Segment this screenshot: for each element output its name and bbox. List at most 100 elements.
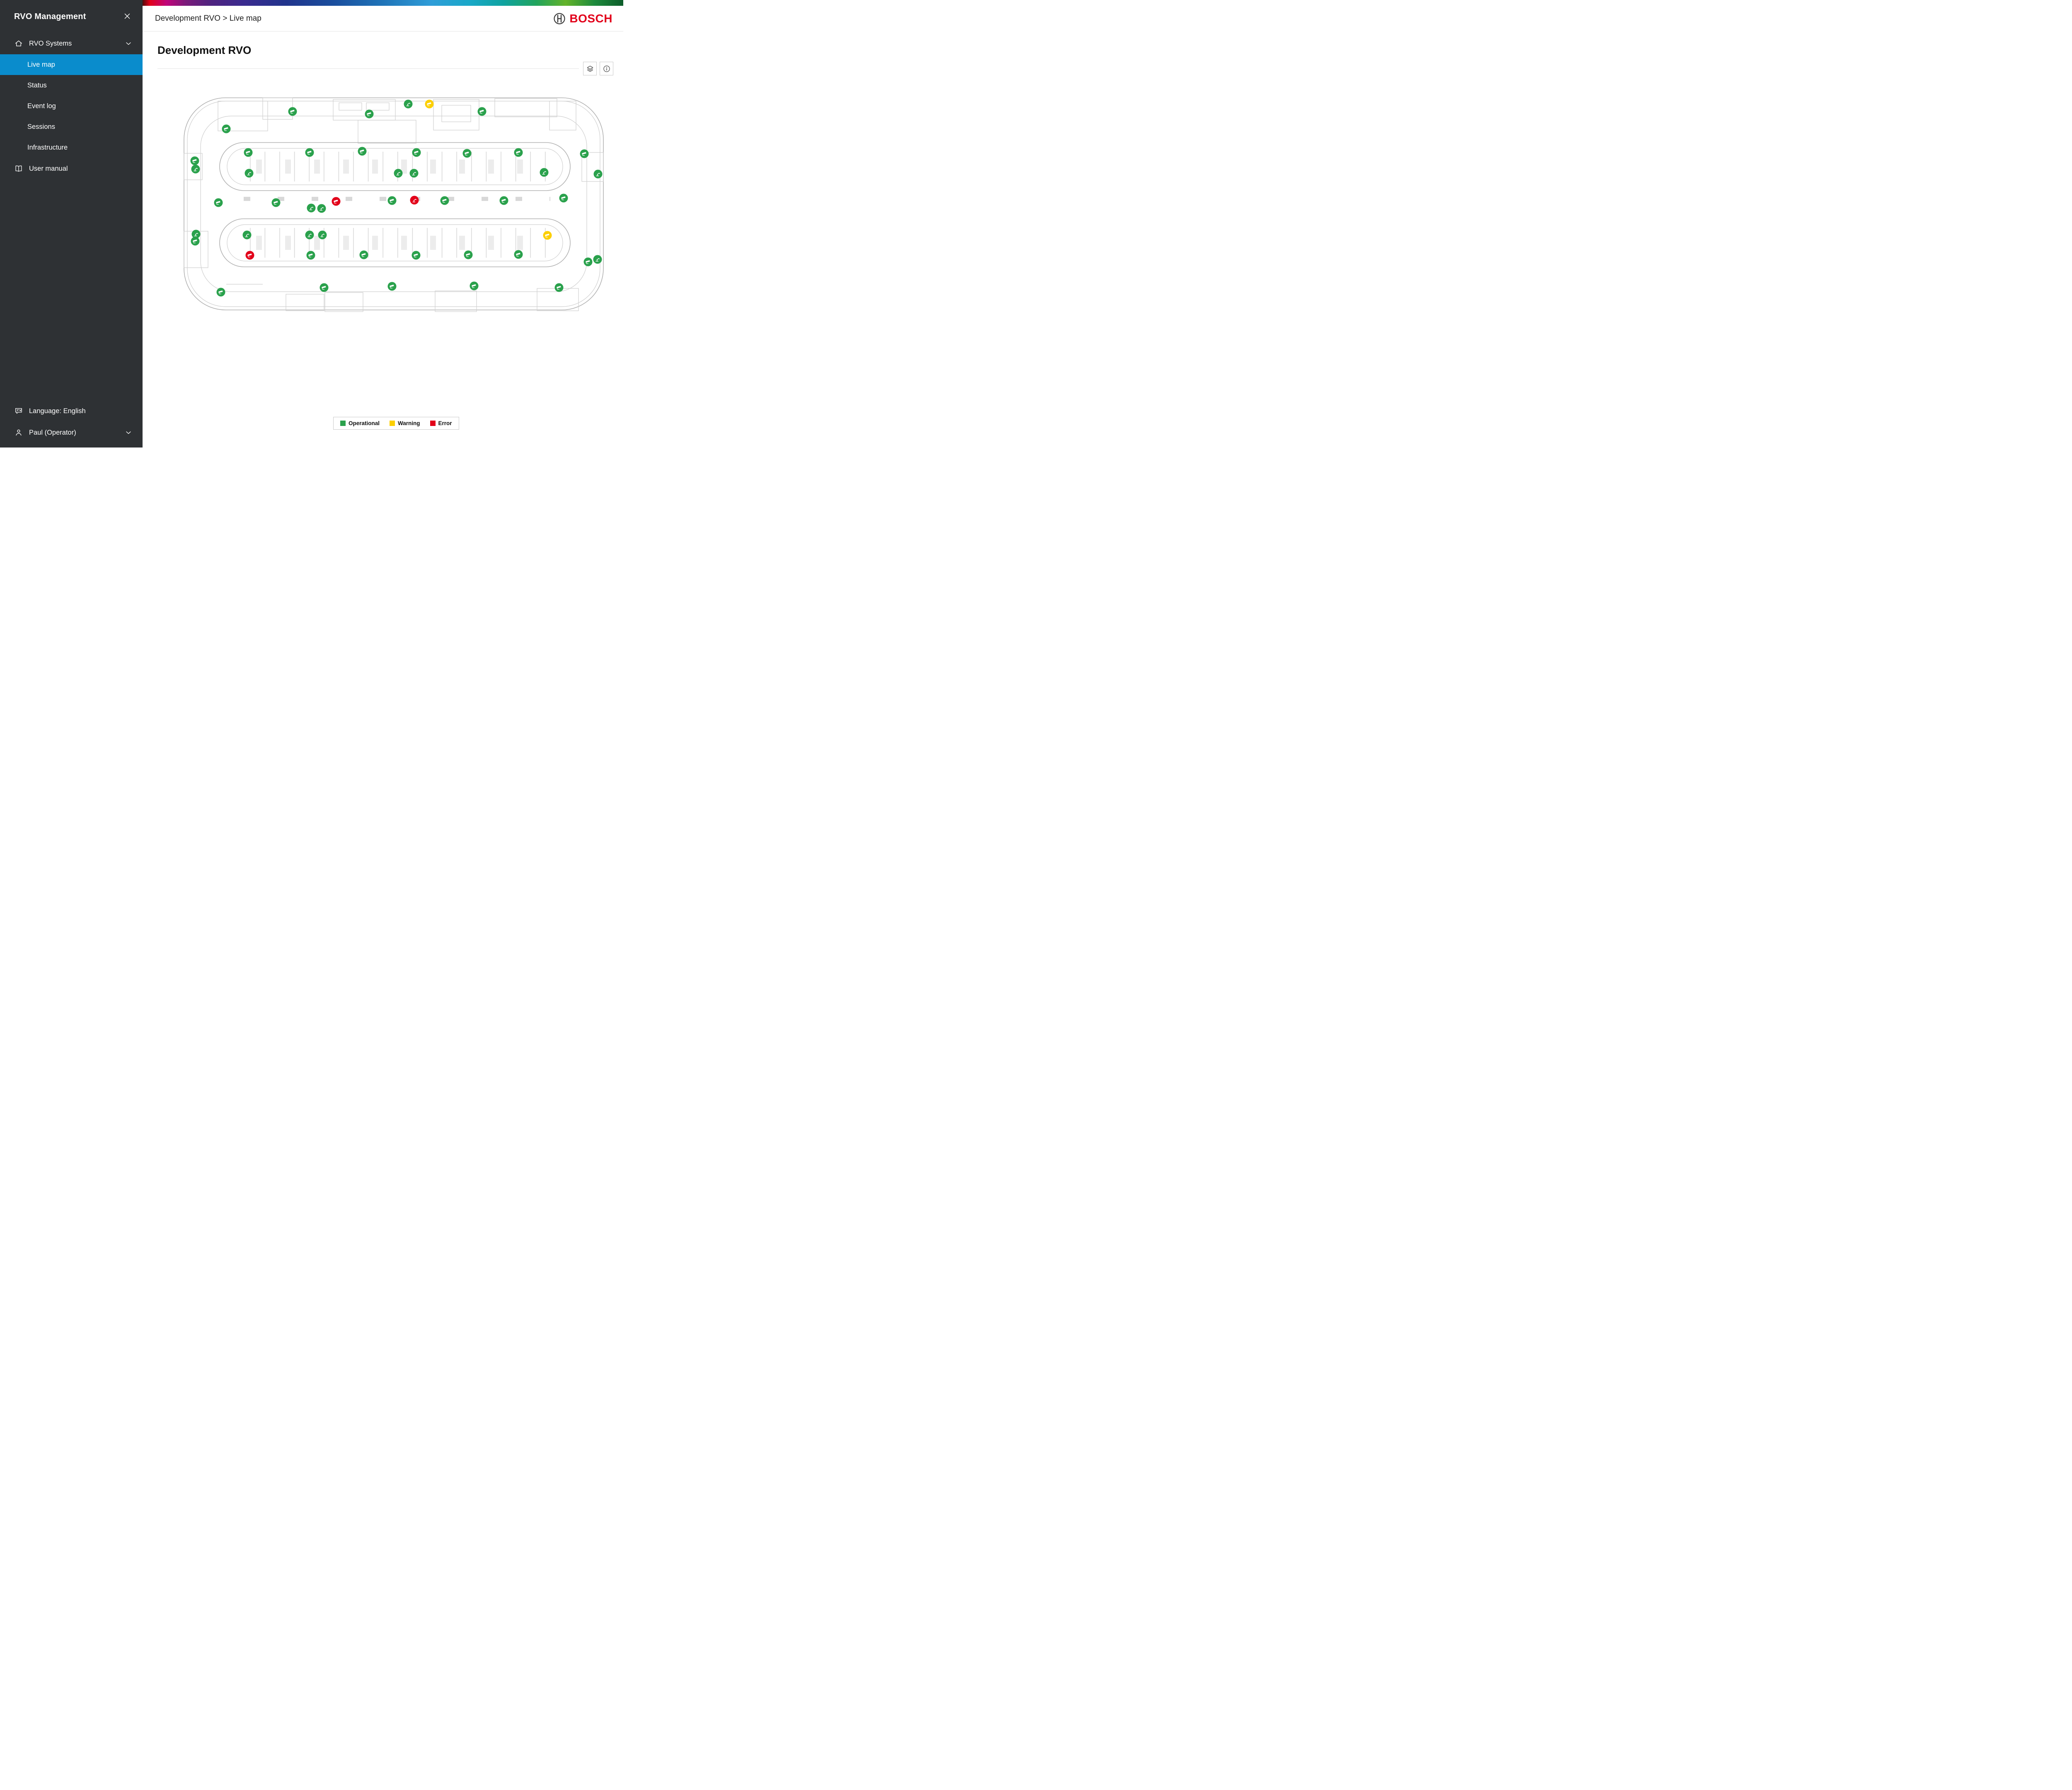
camera-device-marker[interactable] [245, 251, 254, 260]
camera-device-marker[interactable] [216, 288, 225, 297]
camera-device-marker[interactable] [580, 149, 589, 158]
app-title: RVO Management [14, 12, 86, 21]
camera-device-marker[interactable] [190, 156, 199, 165]
camera-icon [308, 253, 314, 258]
robot-device-marker[interactable] [191, 164, 200, 174]
robot-device-marker[interactable] [317, 204, 326, 213]
sidebar-item-sessions[interactable]: Sessions [0, 116, 143, 137]
sidebar-item-label: Infrastructure [27, 143, 68, 151]
robot-icon [595, 257, 600, 262]
sidebar-item-label: Status [27, 81, 47, 89]
main-content: Development RVO [143, 31, 623, 448]
camera-icon [307, 150, 312, 155]
page-title: Development RVO [157, 44, 252, 56]
robot-device-marker[interactable] [410, 196, 419, 205]
camera-device-marker[interactable] [514, 250, 523, 259]
robot-device-marker[interactable] [593, 169, 603, 179]
robot-device-marker[interactable] [244, 169, 254, 178]
divider [157, 68, 579, 69]
camera-icon [466, 252, 471, 258]
robot-device-marker[interactable] [394, 169, 403, 178]
camera-device-marker[interactable] [214, 198, 223, 207]
camera-icon [545, 233, 550, 238]
home-icon [14, 39, 23, 48]
camera-icon [218, 290, 224, 295]
close-sidebar-button[interactable] [122, 11, 133, 23]
camera-icon [274, 200, 279, 206]
user-menu[interactable]: Paul (Operator) [0, 422, 143, 443]
robot-device-marker[interactable] [191, 230, 201, 239]
sidebar-item-live-map[interactable]: Live map [0, 54, 143, 75]
camera-device-marker[interactable] [554, 283, 564, 292]
robot-device-marker[interactable] [242, 230, 252, 239]
sidebar-header: RVO Management [0, 0, 143, 33]
camera-device-marker[interactable] [464, 250, 473, 259]
robot-device-marker[interactable] [409, 169, 419, 178]
camera-device-marker[interactable] [288, 107, 297, 116]
robot-icon [244, 232, 250, 238]
sidebar-item-user-manual[interactable]: User manual [0, 158, 143, 179]
camera-device-marker[interactable] [411, 251, 421, 260]
robot-device-marker[interactable] [305, 230, 314, 239]
sidebar-item-label: RVO Systems [29, 39, 72, 47]
camera-device-marker[interactable] [358, 147, 367, 156]
user-label: Paul (Operator) [29, 428, 76, 436]
camera-device-marker[interactable] [462, 149, 472, 158]
sidebar-item-infrastructure[interactable]: Infrastructure [0, 137, 143, 158]
robot-device-marker[interactable] [404, 99, 413, 109]
camera-device-marker[interactable] [499, 196, 508, 205]
robot-device-marker[interactable] [318, 230, 327, 239]
camera-device-marker[interactable] [271, 198, 281, 207]
robot-icon [396, 171, 401, 176]
camera-icon [472, 283, 477, 289]
camera-icon [414, 253, 419, 258]
camera-device-marker[interactable] [332, 197, 341, 206]
sidebar-item-rvo-systems[interactable]: RVO Systems [0, 33, 143, 54]
camera-device-marker[interactable] [365, 109, 374, 119]
legend-item: Warning [390, 420, 420, 426]
camera-device-marker[interactable] [514, 148, 523, 157]
camera-device-marker[interactable] [306, 251, 315, 260]
robot-device-marker[interactable] [593, 255, 602, 264]
robot-device-marker[interactable] [307, 203, 316, 213]
legend-label: Error [438, 420, 452, 426]
bosch-logo-icon [553, 12, 566, 25]
camera-device-marker[interactable] [305, 148, 314, 157]
robot-icon [247, 171, 252, 176]
camera-device-marker[interactable] [359, 250, 368, 259]
camera-icon [360, 149, 365, 154]
camera-device-marker[interactable] [191, 237, 200, 246]
live-map[interactable] [182, 94, 608, 316]
camera-device-marker[interactable] [470, 281, 479, 290]
camera-device-marker[interactable] [222, 124, 231, 133]
info-button[interactable] [600, 62, 613, 75]
robot-icon [595, 172, 601, 177]
camera-icon [246, 150, 251, 155]
camera-device-marker[interactable] [583, 257, 593, 266]
camera-device-marker[interactable] [477, 107, 487, 116]
sidebar-item-status[interactable]: Status [0, 75, 143, 96]
camera-icon [216, 200, 221, 206]
sidebar-item-event-log[interactable]: Event log [0, 96, 143, 116]
sidebar-footer: Language: English Paul (Operator) [0, 400, 143, 448]
brand-wordmark: BOSCH [569, 12, 612, 25]
legend-swatch [430, 421, 436, 426]
camera-device-marker[interactable] [387, 196, 397, 205]
layers-button[interactable] [583, 62, 597, 75]
camera-device-marker[interactable] [320, 283, 329, 292]
camera-device-marker[interactable] [543, 231, 552, 240]
camera-device-marker[interactable] [244, 148, 253, 157]
breadcrumb[interactable]: Development RVO > Live map [155, 14, 261, 23]
camera-device-marker[interactable] [387, 282, 397, 291]
robot-device-marker[interactable] [540, 168, 549, 177]
camera-device-marker[interactable] [412, 148, 421, 157]
camera-device-marker[interactable] [440, 196, 449, 205]
legend-item: Error [430, 420, 452, 426]
camera-icon [582, 151, 587, 157]
robot-icon [406, 102, 411, 107]
language-selector[interactable]: Language: English [0, 400, 143, 422]
camera-icon [361, 252, 367, 258]
camera-device-marker[interactable] [559, 194, 568, 203]
robot-icon [320, 232, 325, 238]
camera-device-marker[interactable] [425, 99, 434, 109]
